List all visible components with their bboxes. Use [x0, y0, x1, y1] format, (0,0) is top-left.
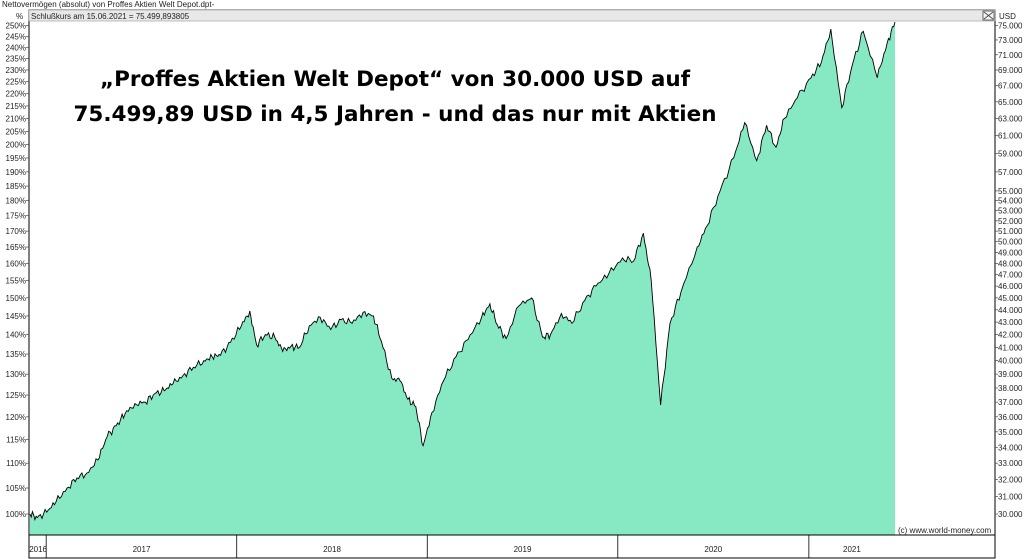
chart-headline-line-1: „Proffes Aktien Welt Depot“ von 30.000 U…: [99, 67, 691, 92]
right-axis-tick-label: 61.000: [998, 132, 1023, 141]
right-axis-tick-label: 57.000: [998, 168, 1023, 177]
left-axis-tick-label: 240%: [6, 43, 26, 52]
right-axis-tick-label: 51.000: [998, 227, 1023, 236]
left-axis-tick-label: 180%: [6, 197, 26, 206]
x-axis-band: [28, 534, 996, 559]
left-axis-tick-label: 135%: [6, 350, 26, 359]
right-axis-tick-label: 40.000: [998, 357, 1023, 366]
left-axis-tick-label: 250%: [6, 22, 26, 31]
left-axis-tick-label: 200%: [6, 140, 26, 149]
right-axis-tick-label: 73.000: [998, 36, 1023, 45]
right-axis-tick-label: 50.000: [998, 238, 1023, 247]
x-axis-year-label: 2018: [323, 545, 341, 554]
right-axis-tick-label: 46.000: [998, 282, 1023, 291]
x-axis-year-label: 2019: [514, 545, 532, 554]
right-axis-tick-label: 48.000: [998, 259, 1023, 268]
left-axis-tick-label: 150%: [6, 294, 26, 303]
right-axis-tick-label: 42.000: [998, 331, 1023, 340]
left-axis-tick-label: 185%: [6, 182, 26, 191]
left-axis-tick-label: 215%: [6, 102, 26, 111]
right-axis-tick-label: 52.000: [998, 217, 1023, 226]
left-axis-tick-label: 110%: [6, 459, 26, 468]
right-axis-tick-label: 44.000: [998, 306, 1023, 315]
right-axis-tick-label: 34.000: [998, 443, 1023, 452]
right-axis-tick-label: 37.000: [998, 398, 1023, 407]
x-axis-year-label: 2021: [843, 545, 861, 554]
right-axis-tick-label: 35.000: [998, 428, 1023, 437]
legend-box: [28, 9, 996, 22]
left-axis-tick-label: 160%: [6, 259, 26, 268]
chart-headline-line-2: 75.499,89 USD in 4,5 Jahren - und das nu…: [73, 102, 717, 127]
right-axis-tick-label: 45.000: [998, 294, 1023, 303]
right-axis-tick-label: 54.000: [998, 197, 1023, 206]
right-axis-tick-label: 33.000: [998, 459, 1023, 468]
left-axis-tick-label: 175%: [6, 212, 26, 221]
left-axis: 100% 105% 110% 115% 120% 125% 130% 135% 140% 145%…: [6, 22, 29, 519]
left-axis-tick-label: 125%: [6, 391, 26, 400]
right-axis-tick-label: 43.000: [998, 318, 1023, 327]
left-axis-tick-label: 230%: [6, 66, 26, 75]
series-area: [30, 22, 895, 535]
right-axis-tick-label: 75.000: [998, 22, 1023, 31]
left-axis-tick-label: 195%: [6, 154, 26, 163]
x-axis-year-label: 2020: [704, 545, 722, 554]
window-title: Nettovermögen (absolut) von Proffes Akti…: [2, 0, 215, 9]
copyright-text: (c) www.world-money.com: [898, 526, 992, 535]
right-axis-tick-label: 47.000: [998, 271, 1023, 280]
left-axis-tick-label: 170%: [6, 227, 26, 236]
x-axis-year-label: 2016: [29, 545, 47, 554]
left-axis-tick-label: 225%: [6, 78, 26, 87]
right-axis-unit: USD: [999, 12, 1016, 21]
right-axis: 30.000 31.000 32.000 33.000 34.000 35.000 36.0…: [995, 22, 1023, 519]
left-axis-tick-label: 105%: [6, 484, 26, 493]
left-axis-tick-label: 140%: [6, 331, 26, 340]
left-axis-unit: %: [16, 12, 23, 21]
chart-headline: „Proffes Aktien Welt Depot“ von 30.000 U…: [40, 62, 750, 132]
right-axis-tick-label: 39.000: [998, 370, 1023, 379]
right-axis-tick-label: 30.000: [998, 510, 1023, 519]
left-axis-tick-label: 205%: [6, 127, 26, 136]
right-axis-tick-label: 32.000: [998, 476, 1023, 485]
left-axis-tick-label: 145%: [6, 312, 26, 321]
right-axis-tick-label: 31.000: [998, 493, 1023, 502]
series-layer: [29, 21, 896, 535]
left-axis-tick-label: 120%: [6, 413, 26, 422]
left-axis-tick-label: 220%: [6, 90, 26, 99]
left-axis-tick-label: 245%: [6, 32, 26, 41]
right-axis-tick-label: 53.000: [998, 207, 1023, 216]
right-axis-tick-label: 36.000: [998, 413, 1023, 422]
right-axis-tick-label: 59.000: [998, 149, 1023, 158]
left-axis-tick-label: 155%: [6, 276, 26, 285]
left-axis-tick-label: 210%: [6, 114, 26, 123]
right-axis-tick-label: 65.000: [998, 98, 1023, 107]
left-axis-tick-label: 190%: [6, 168, 26, 177]
right-axis-tick-label: 55.000: [998, 187, 1023, 196]
right-axis-tick-label: 38.000: [998, 384, 1023, 393]
x-axis: 2016 2017 2018 2019 2020 2021: [28, 534, 996, 559]
left-axis-tick-label: 165%: [6, 243, 26, 252]
right-axis-tick-label: 63.000: [998, 114, 1023, 123]
series-line: [29, 21, 896, 522]
legend-text: Schlußkurs am 15.06.2021 = 75.499,893805: [31, 12, 190, 21]
close-button[interactable]: [982, 10, 995, 21]
right-axis-tick-label: 67.000: [998, 82, 1023, 91]
left-axis-tick-label: 115%: [6, 435, 26, 444]
left-axis-tick-label: 235%: [6, 55, 26, 64]
left-axis-tick-label: 100%: [6, 510, 26, 519]
left-axis-tick-label: 130%: [6, 370, 26, 379]
right-axis-tick-label: 71.000: [998, 51, 1023, 60]
right-axis-tick-label: 41.000: [998, 343, 1023, 352]
right-axis-tick-label: 69.000: [998, 66, 1023, 75]
x-axis-year-label: 2017: [133, 545, 151, 554]
right-axis-tick-label: 49.000: [998, 248, 1023, 257]
